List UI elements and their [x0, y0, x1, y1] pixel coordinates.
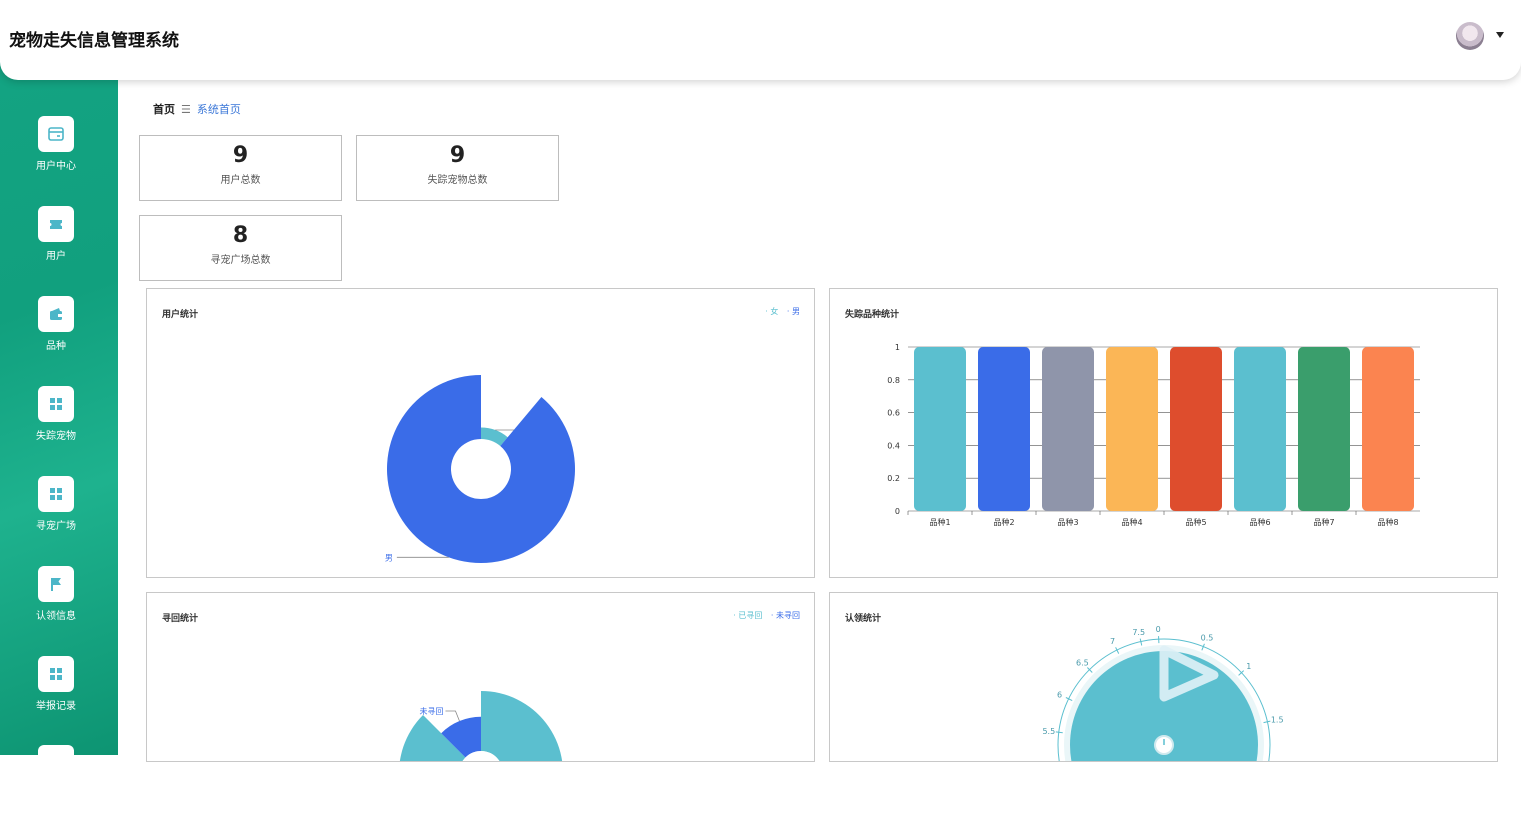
bar: [914, 347, 966, 511]
sidebar-item-more[interactable]: [0, 745, 112, 815]
x-tick-label: 品种8: [1377, 517, 1398, 527]
gauge-tick-label: 6.5: [1076, 659, 1089, 668]
y-tick-label: 0: [895, 507, 900, 516]
sidebar-item-missing-pets[interactable]: 失踪宠物: [0, 386, 112, 456]
card-icon: [38, 116, 74, 152]
bar: [1298, 347, 1350, 511]
stat-label: 寻宠广场总数: [140, 251, 341, 266]
grid-icon: [38, 656, 74, 692]
sidebar-item-user[interactable]: 用户: [0, 206, 112, 276]
avatar[interactable]: [1456, 22, 1484, 50]
gauge-tick-label: 0.5: [1201, 633, 1214, 642]
sidebar-item-label: 用户中心: [0, 157, 112, 172]
flag-icon: [38, 566, 74, 602]
claim-gauge-chart: 0 0.5 1 1.5 5.5 6 6.5 7 7.5: [830, 593, 1498, 762]
x-tick-label: 品种2: [993, 517, 1014, 527]
sidebar-item-pet-square[interactable]: 寻宠广场: [0, 476, 112, 546]
sidebar-item-label: 品种: [0, 337, 112, 352]
sidebar-item-label: 认领信息: [0, 607, 112, 622]
grid-icon: [38, 745, 74, 781]
bar: [1170, 347, 1222, 511]
gauge-tick-label: 1.5: [1271, 716, 1284, 725]
x-tick-label: 品种6: [1249, 517, 1270, 527]
gauge-tick-label: 7.5: [1132, 628, 1145, 637]
gauge-tick-label: 6: [1057, 690, 1062, 699]
sidebar: 用户中心 用户 品种 失踪宠物 寻宠广场 认领信息 举报记录: [0, 0, 118, 755]
x-tick-label: 品种4: [1121, 517, 1142, 527]
pie-label-line: [445, 711, 459, 721]
grid-icon: [38, 386, 74, 422]
y-tick-label: 0.8: [887, 376, 900, 385]
y-tick-label: 0.2: [887, 474, 900, 483]
pie-label: 未寻回: [419, 706, 443, 716]
x-tick-label: 品种3: [1057, 517, 1078, 527]
ticket-icon: [38, 206, 74, 242]
panel-user-stats: 用户统计 · 女 · 男 女男: [146, 288, 815, 578]
gauge-tick-label: 5.5: [1042, 727, 1055, 736]
breadcrumb-home[interactable]: 首页: [153, 103, 175, 116]
sidebar-item-user-center[interactable]: 用户中心: [0, 116, 112, 186]
stat-card-missing-pets: 9 失踪宠物总数: [356, 135, 559, 201]
stat-label: 失踪宠物总数: [357, 171, 558, 186]
bar: [1234, 347, 1286, 511]
x-tick-label: 品种1: [929, 517, 950, 527]
user-pie-chart: 女男: [147, 289, 815, 578]
bar: [1106, 347, 1158, 511]
stat-label: 用户总数: [140, 171, 341, 186]
stat-value: 9: [140, 143, 341, 168]
gauge-tick-label: 1: [1246, 662, 1251, 671]
x-tick-label: 品种5: [1185, 517, 1206, 527]
y-tick-label: 0.4: [887, 441, 900, 450]
sidebar-item-label: 用户: [0, 247, 112, 262]
sidebar-item-label: 失踪宠物: [0, 427, 112, 442]
sidebar-item-label: 寻宠广场: [0, 517, 112, 532]
y-tick-label: 0.6: [887, 409, 900, 418]
chevron-down-icon[interactable]: [1496, 32, 1504, 38]
wallet-icon: [38, 296, 74, 332]
sidebar-item-label: 举报记录: [0, 697, 112, 712]
panel-recover-stats: 寻回统计 · 已寻回 · 未寻回 未寻回: [146, 592, 815, 762]
sidebar-item-claim-info[interactable]: 认领信息: [0, 566, 112, 636]
bar: [1042, 347, 1094, 511]
y-tick-label: 1: [895, 343, 900, 352]
breadcrumb: 首页 ☰ 系统首页: [153, 101, 241, 117]
gauge-tick-label: 7: [1110, 637, 1115, 646]
breed-bar-chart: 0 0.2 0.4 0.6 0.8 1 品种1 品种2 品种3 品种4 品种5 品种6 品种7 品种8: [830, 289, 1498, 578]
app-title: 宠物走失信息管理系统: [9, 26, 179, 51]
stat-value: 9: [357, 143, 558, 168]
pie-label: 男: [385, 553, 393, 562]
x-tick-label: 品种7: [1313, 517, 1334, 527]
recover-pie-chart: 未寻回: [147, 593, 815, 762]
grid-icon: [38, 476, 74, 512]
breadcrumb-current: 系统首页: [197, 103, 241, 116]
breadcrumb-separator-icon: ☰: [181, 103, 191, 116]
gauge-tick: [1056, 732, 1063, 733]
stat-value: 8: [140, 223, 341, 248]
sidebar-item-breed[interactable]: 品种: [0, 296, 112, 366]
stat-card-pet-square: 8 寻宠广场总数: [139, 215, 342, 281]
stat-card-users: 9 用户总数: [139, 135, 342, 201]
gauge-tick-label: 0: [1156, 625, 1161, 634]
pie-slice-male: [387, 375, 575, 563]
sidebar-item-report-records[interactable]: 举报记录: [0, 656, 112, 726]
bar: [978, 347, 1030, 511]
bar: [1362, 347, 1414, 511]
top-bar: 宠物走失信息管理系统: [0, 0, 1521, 80]
